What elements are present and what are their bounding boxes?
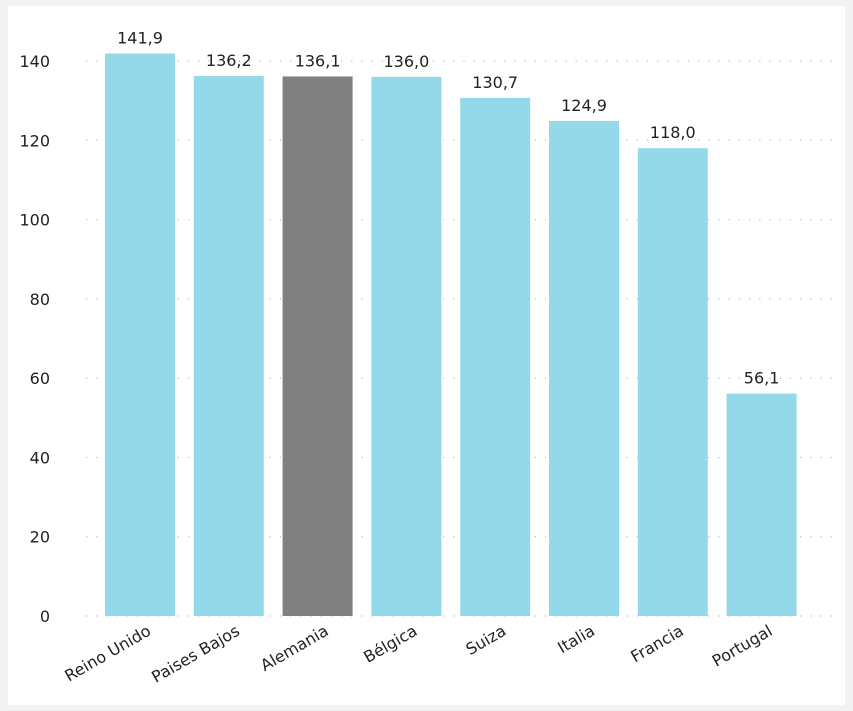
bar <box>460 97 531 616</box>
y-tick-label: 40 <box>30 448 50 467</box>
y-tick-label: 60 <box>30 369 50 388</box>
y-tick-label: 80 <box>30 290 50 309</box>
y-tick-label: 100 <box>19 211 50 230</box>
x-tick-label: Paises Bajos <box>148 621 242 687</box>
y-tick-label: 20 <box>30 528 50 547</box>
x-tick-label: Portugal <box>709 621 776 671</box>
y-tick-label: 120 <box>19 131 50 150</box>
data-label: 130,7 <box>472 73 518 92</box>
data-label: 124,9 <box>561 96 607 115</box>
bar <box>193 76 264 617</box>
bar <box>637 148 708 616</box>
y-tick-label: 0 <box>40 607 50 626</box>
data-label: 136,0 <box>383 52 429 71</box>
data-labels: 141,9 136,2 136,1 136,0 130,7 124,9 118,0 56,1 <box>117 28 779 387</box>
bar <box>282 76 353 617</box>
bar <box>105 53 175 617</box>
y-tick-label: 140 <box>19 52 50 71</box>
y-axis-ticks: 0 20 40 60 80 100 120 140 <box>19 52 50 626</box>
x-tick-label: Alemania <box>257 621 331 675</box>
x-tick-label: Italia <box>554 621 598 657</box>
data-label: 136,1 <box>295 51 341 70</box>
data-label: 118,0 <box>650 123 696 142</box>
bars <box>105 53 797 617</box>
x-tick-label: Bélgica <box>360 621 420 667</box>
data-label: 136,2 <box>206 51 252 70</box>
x-tick-label: Suiza <box>463 621 510 659</box>
bar <box>549 120 619 616</box>
bar <box>726 393 797 616</box>
data-label: 56,1 <box>744 369 780 388</box>
data-label: 141,9 <box>117 28 163 47</box>
x-tick-label: Reino Unido <box>61 621 154 685</box>
bar <box>371 76 442 617</box>
chart-container: 0 20 40 60 80 100 120 140 141,9 136,2 136,1 136,0 1… <box>8 6 845 705</box>
x-tick-label: Francia <box>627 621 686 666</box>
